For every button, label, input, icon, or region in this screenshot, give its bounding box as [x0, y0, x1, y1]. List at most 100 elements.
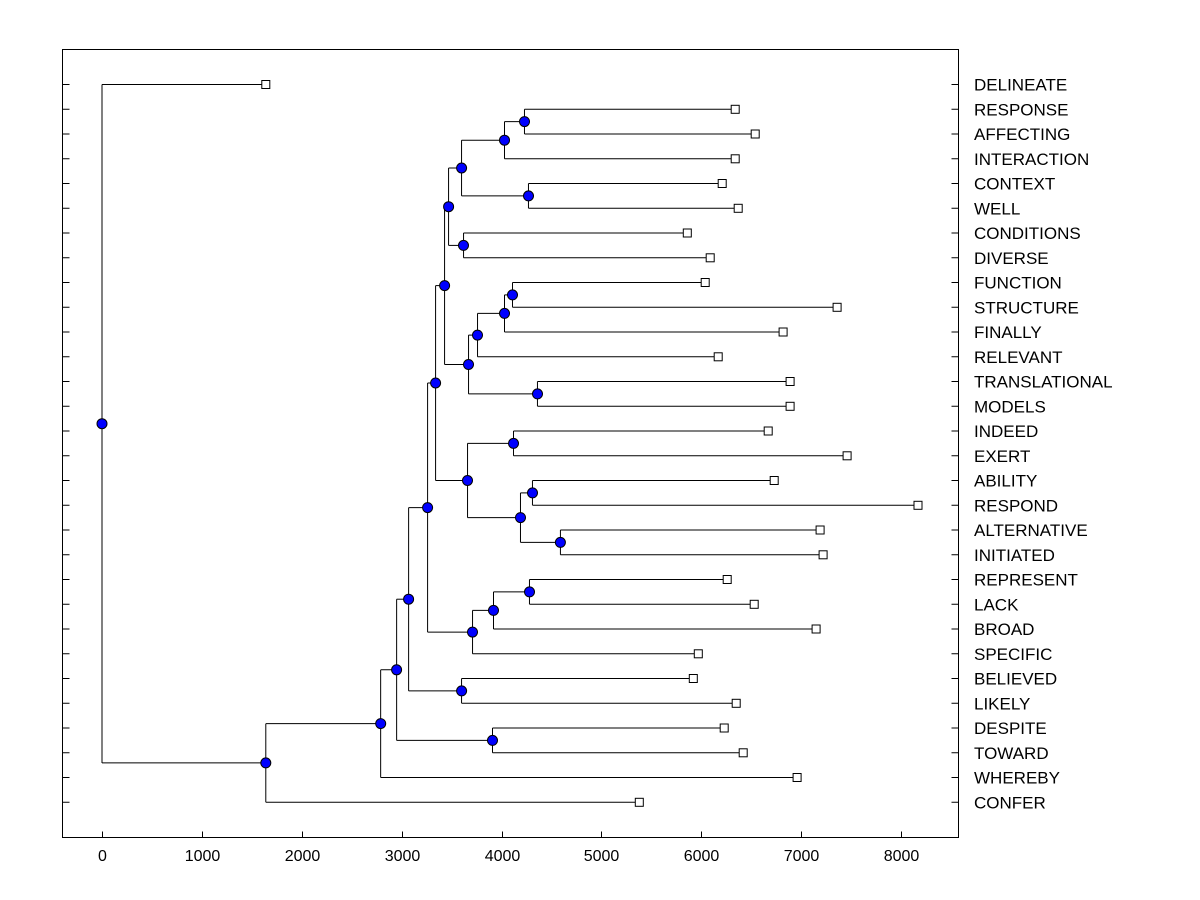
leaf-label: LACK	[974, 595, 1019, 614]
leaf-label: AFFECTING	[974, 125, 1070, 144]
leaf-label: FUNCTION	[974, 274, 1062, 293]
leaf-markers	[261, 80, 923, 807]
x-tick-label: 2000	[285, 848, 321, 865]
merge-node-marker	[499, 134, 510, 146]
merge-node-marker	[515, 512, 526, 524]
leaf-label: TOWARD	[974, 744, 1049, 763]
leaf-marker	[832, 302, 842, 312]
x-tick-label: 5000	[584, 848, 620, 865]
merge-node-marker	[456, 685, 468, 697]
leaf-label: BELIEVED	[974, 670, 1057, 689]
leaf-marker	[717, 179, 727, 188]
leaf-label: ABILITY	[974, 472, 1037, 491]
leaf-label: TRANSLATIONAL	[974, 373, 1113, 392]
leaf-marker	[792, 773, 802, 782]
leaf-ticks	[62, 84, 959, 803]
merge-node-marker	[458, 239, 469, 251]
merge-node-marker	[430, 377, 442, 389]
leaf-marker	[769, 476, 779, 485]
merge-node-marker	[532, 388, 543, 400]
merge-node-marker	[554, 536, 566, 548]
leaf-marker	[730, 104, 740, 114]
leaf-marker	[842, 451, 852, 461]
merge-node-marker	[519, 116, 530, 128]
merge-node-marker	[527, 487, 538, 499]
x-tick-label: 4000	[485, 848, 521, 865]
leaf-marker	[811, 624, 821, 634]
leaf-label: BROAD	[974, 620, 1034, 639]
leaf-marker	[713, 352, 723, 362]
leaf-label: RELEVANT	[974, 348, 1063, 367]
leaf-label: WELL	[974, 199, 1020, 218]
leaf-marker	[763, 426, 773, 436]
merge-node-marker	[472, 329, 483, 341]
leaf-label: ALTERNATIVE	[974, 521, 1088, 540]
x-tick-label: 1000	[185, 848, 221, 865]
merge-node-marker	[487, 734, 498, 746]
leaf-marker	[749, 599, 759, 609]
merge-node-marker	[391, 664, 403, 676]
x-tick-label: 8000	[884, 848, 920, 865]
leaf-marker	[733, 203, 743, 213]
leaf-label: CONDITIONS	[974, 224, 1081, 243]
leaf-marker	[682, 228, 692, 238]
merge-node-marker	[524, 586, 535, 598]
merge-node-marker	[507, 289, 518, 301]
leaf-label: EXERT	[974, 447, 1030, 466]
leaf-label: REPRESENT	[974, 571, 1078, 590]
merge-node-marker	[422, 502, 434, 514]
merge-node-marker	[462, 475, 473, 486]
merge-node-marker	[456, 162, 468, 174]
leaf-label: INITIATED	[974, 546, 1055, 565]
leaf-marker	[700, 278, 710, 287]
leaf-marker	[785, 377, 795, 386]
leaf-marker	[693, 649, 703, 659]
leaf-label: STRUCTURE	[974, 298, 1079, 317]
leaf-label: WHEREBY	[974, 769, 1060, 788]
leaf-label: LIKELY	[974, 694, 1030, 713]
x-tick-label: 0	[98, 848, 107, 865]
merge-node-marker	[463, 359, 474, 370]
x-axis: 0 1000 2000 3000 4000 5000 6000 7000 8000	[98, 831, 920, 865]
leaf-marker	[750, 129, 760, 139]
leaf-label: DIVERSE	[974, 249, 1049, 268]
merge-node-marker	[375, 718, 387, 730]
merge-node-marker	[443, 201, 455, 213]
x-tick-label: 7000	[784, 848, 820, 865]
merge-node-marker	[467, 626, 478, 638]
leaf-label: MODELS	[974, 397, 1046, 416]
leaf-marker	[722, 575, 732, 584]
leaf-marker	[818, 550, 828, 560]
leaf-labels: DELINEATE RESPONSE AFFECTING INTERACTION CON…	[974, 76, 1113, 813]
leaf-marker	[913, 500, 923, 510]
leaf-label: CONTEXT	[974, 175, 1055, 194]
merge-node-marker	[260, 757, 272, 769]
leaf-marker	[730, 154, 740, 164]
leaf-marker	[785, 401, 795, 411]
merge-node-marker	[96, 418, 108, 430]
leaf-marker	[634, 797, 644, 807]
merge-node-marker	[439, 280, 451, 292]
leaf-label: CONFER	[974, 793, 1046, 812]
leaf-label: FINALLY	[974, 323, 1042, 342]
leaf-marker	[778, 327, 788, 337]
x-tick-label: 3000	[385, 848, 421, 865]
leaf-marker	[719, 723, 729, 733]
leaf-marker	[705, 253, 715, 263]
merge-node-marker	[403, 593, 415, 605]
leaf-marker	[688, 674, 698, 683]
leaf-marker	[815, 525, 825, 535]
plot-frame	[62, 49, 959, 838]
leaf-marker	[731, 698, 741, 708]
merge-node-marker	[488, 604, 499, 616]
merge-nodes	[96, 116, 566, 769]
x-tick-label: 6000	[684, 848, 720, 865]
leaf-marker	[738, 748, 748, 758]
leaf-marker	[261, 80, 271, 89]
leaf-label: INDEED	[974, 422, 1038, 441]
leaf-label: DESPITE	[974, 719, 1047, 738]
leaf-label: DELINEATE	[974, 76, 1067, 95]
leaf-label: SPECIFIC	[974, 645, 1052, 664]
